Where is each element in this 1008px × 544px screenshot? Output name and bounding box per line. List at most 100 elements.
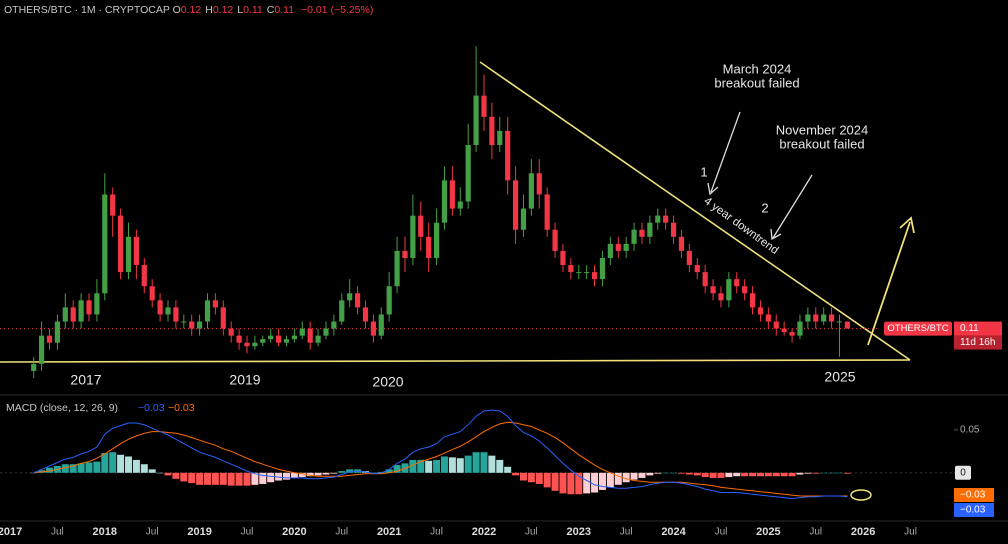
- candle-body: [718, 293, 724, 301]
- candle-body: [173, 307, 179, 322]
- candle-body: [62, 307, 68, 322]
- histogram-bar: [512, 472, 520, 476]
- candle-body: [789, 332, 795, 336]
- x-tick-label: 2025: [756, 526, 780, 538]
- x-tick-label: Jul: [146, 527, 159, 538]
- macd-badge-label: −0.03: [960, 505, 986, 516]
- histogram-bar: [338, 471, 346, 473]
- candle-body: [54, 321, 60, 343]
- signal-badge: [954, 488, 994, 502]
- candle-body: [196, 321, 203, 329]
- period-label: 2019: [229, 372, 260, 388]
- histogram-bar: [69, 464, 77, 473]
- candle-body: [813, 314, 819, 322]
- annotation: breakout failed: [714, 75, 799, 90]
- histogram-bar: [606, 472, 614, 488]
- x-tick-label: Jul: [241, 527, 254, 538]
- candle-body: [449, 180, 455, 209]
- macd-line: [33, 409, 848, 500]
- histogram-bar: [290, 472, 298, 478]
- candle-body: [331, 321, 337, 329]
- candle-body: [149, 286, 155, 301]
- histogram-bar: [764, 472, 772, 477]
- histogram-bar: [456, 458, 464, 473]
- candle-body: [354, 293, 361, 308]
- period-label: 2020: [372, 374, 403, 390]
- histogram-bar: [488, 455, 496, 473]
- annotation: 1: [700, 164, 707, 179]
- histogram-bar: [796, 472, 804, 475]
- histogram-bar: [598, 472, 606, 490]
- histogram-bar: [259, 472, 267, 484]
- period-label: 2017: [70, 372, 101, 388]
- histogram-bar: [117, 454, 125, 473]
- histogram-bar: [314, 472, 322, 476]
- histogram-bar: [243, 472, 251, 486]
- candle-body: [117, 215, 124, 273]
- candle-body: [836, 321, 843, 323]
- candle-body: [805, 314, 811, 322]
- x-tick-label: 2024: [661, 526, 686, 538]
- x-tick-label: Jul: [335, 527, 348, 538]
- histogram-bar: [93, 461, 101, 473]
- candle-body: [797, 321, 803, 336]
- candle-body: [655, 215, 661, 223]
- candle-body: [568, 265, 574, 273]
- candle-body: [94, 293, 100, 315]
- ohlc-key: O: [172, 4, 181, 16]
- candle-body: [86, 300, 92, 315]
- histogram-bar: [77, 463, 85, 473]
- x-tick-label: 2017: [0, 526, 22, 538]
- arrow-head: [770, 228, 782, 241]
- histogram-bar: [211, 472, 219, 485]
- x-tick-label: Jul: [620, 527, 633, 538]
- candle-body: [339, 300, 345, 322]
- histogram-bar: [203, 472, 211, 485]
- histogram-bar: [756, 472, 764, 477]
- histogram-bar: [591, 472, 599, 493]
- candle-body: [394, 250, 400, 287]
- candle-body: [220, 307, 226, 329]
- candle-body: [212, 300, 218, 308]
- x-tick-label: 2020: [282, 526, 306, 538]
- ohlc-value: 0.11: [274, 4, 295, 16]
- y-tick-label: 0: [960, 467, 966, 478]
- histogram-bar: [464, 455, 472, 473]
- candle-body: [623, 243, 629, 251]
- histogram-bar: [535, 472, 543, 484]
- histogram-bar: [567, 472, 575, 495]
- histogram-bar: [701, 472, 709, 478]
- signal-legend-value: −0.03: [168, 402, 195, 414]
- candle-body: [489, 116, 495, 146]
- histogram-bar: [677, 472, 685, 474]
- candle-body: [781, 328, 787, 333]
- histogram-bar: [393, 465, 401, 473]
- candle-body: [726, 279, 732, 301]
- candle-body: [46, 335, 53, 343]
- histogram-bar: [638, 472, 646, 478]
- x-tick-label: 2026: [851, 526, 875, 538]
- ohlc-value: 0.11: [243, 4, 263, 16]
- x-tick-label: Jul: [430, 527, 443, 538]
- arrow-head: [707, 182, 719, 196]
- candle-body: [157, 300, 163, 315]
- histogram-bar: [251, 472, 259, 485]
- candle-body: [165, 307, 171, 315]
- candle-body: [773, 321, 779, 329]
- breakout-arrow: [867, 221, 911, 346]
- candle-body: [252, 342, 258, 347]
- candle-body: [639, 229, 645, 237]
- histogram-bar: [282, 472, 290, 480]
- candle-body: [663, 215, 669, 223]
- candle-body: [678, 236, 685, 251]
- candle-body: [307, 328, 313, 343]
- candle-body: [615, 243, 621, 251]
- histogram-bar: [227, 472, 235, 486]
- histogram-bar: [741, 472, 749, 477]
- zero-badge: [955, 465, 971, 480]
- histogram-bar: [543, 472, 551, 488]
- x-tick-label: Jul: [904, 527, 917, 538]
- signal-line: [33, 421, 848, 497]
- x-tick-label: Jul: [51, 527, 64, 538]
